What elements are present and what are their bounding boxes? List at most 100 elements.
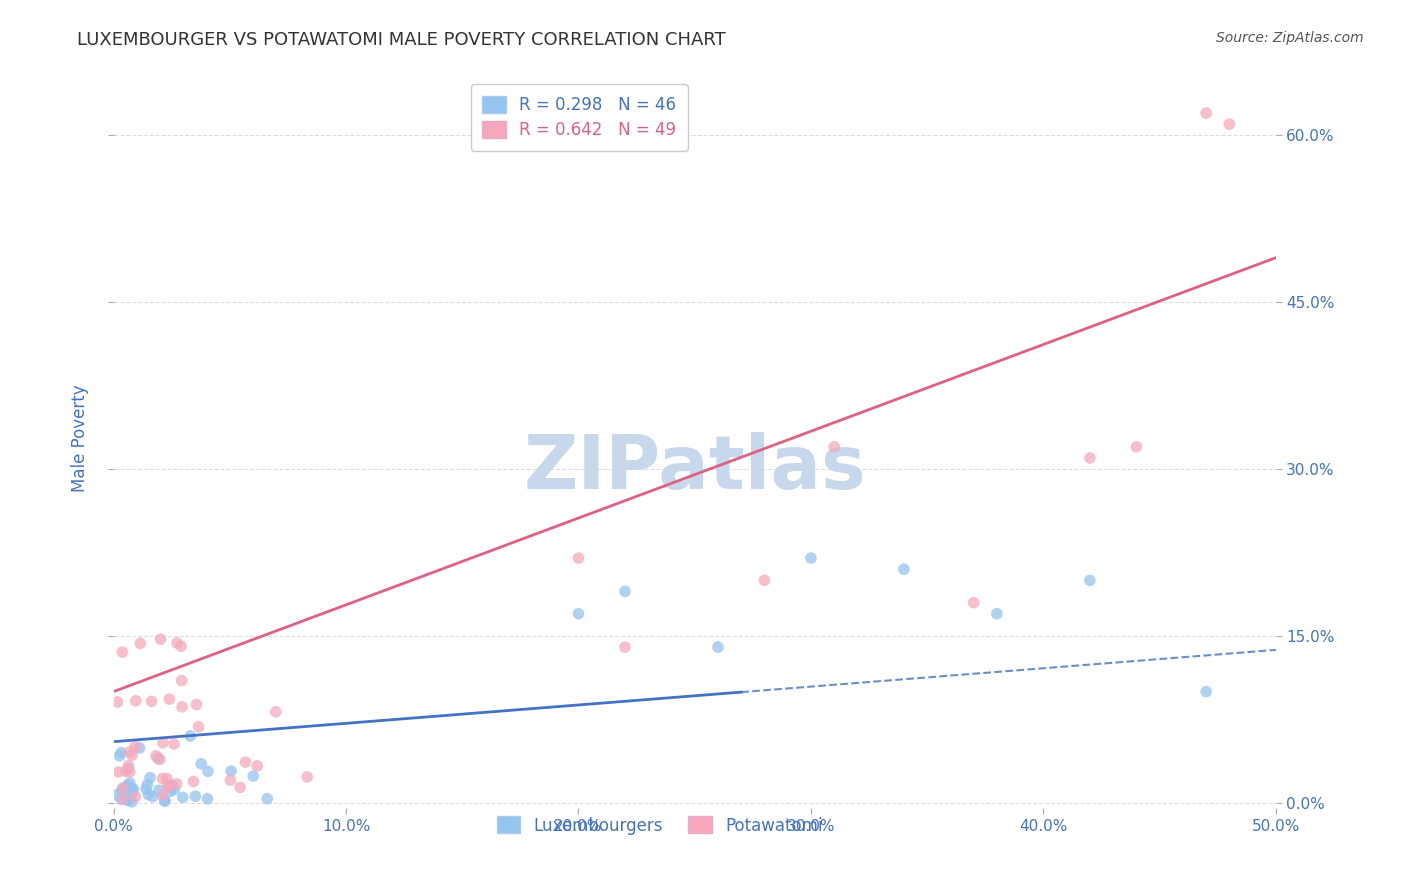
- Point: [183, 774, 205, 789]
- Point: [186, 698, 208, 712]
- Point: [129, 636, 152, 650]
- Point: [111, 645, 134, 659]
- Point: [170, 699, 193, 714]
- Point: [170, 673, 193, 688]
- Point: [219, 764, 242, 778]
- Point: [190, 756, 212, 771]
- Point: [229, 780, 252, 795]
- Point: [110, 746, 132, 760]
- Point: [162, 778, 184, 792]
- Point: [141, 694, 163, 708]
- Text: LUXEMBOURGER VS POTAWATOMI MALE POVERTY CORRELATION CHART: LUXEMBOURGER VS POTAWATOMI MALE POVERTY …: [77, 31, 725, 49]
- Point: [613, 640, 636, 654]
- Point: [117, 778, 139, 792]
- Point: [172, 790, 194, 805]
- Point: [148, 783, 170, 797]
- Point: [163, 782, 186, 797]
- Point: [1125, 440, 1147, 454]
- Point: [1218, 117, 1240, 131]
- Point: [179, 729, 201, 743]
- Point: [118, 745, 141, 759]
- Point: [986, 607, 1008, 621]
- Point: [197, 792, 219, 806]
- Point: [157, 692, 180, 706]
- Point: [707, 640, 730, 654]
- Point: [139, 771, 162, 785]
- Point: [153, 794, 176, 808]
- Point: [1078, 450, 1101, 465]
- Point: [219, 773, 242, 788]
- Point: [110, 792, 132, 806]
- Point: [111, 783, 134, 797]
- Point: [800, 551, 823, 566]
- Point: [122, 781, 145, 796]
- Point: [197, 764, 219, 779]
- Point: [567, 607, 589, 621]
- Point: [124, 739, 146, 754]
- Point: [246, 759, 269, 773]
- Point: [125, 694, 148, 708]
- Point: [170, 639, 193, 653]
- Point: [187, 720, 209, 734]
- Text: ZIPatlas: ZIPatlas: [523, 432, 866, 505]
- Point: [105, 788, 128, 802]
- Point: [156, 780, 179, 794]
- Point: [235, 755, 257, 769]
- Point: [117, 793, 139, 807]
- Text: Source: ZipAtlas.com: Source: ZipAtlas.com: [1216, 31, 1364, 45]
- Point: [111, 783, 134, 797]
- Point: [264, 705, 287, 719]
- Point: [962, 596, 984, 610]
- Point: [1078, 574, 1101, 588]
- Point: [121, 795, 143, 809]
- Point: [613, 584, 636, 599]
- Point: [295, 770, 318, 784]
- Point: [146, 751, 169, 765]
- Point: [152, 772, 174, 786]
- Point: [107, 695, 129, 709]
- Point: [567, 551, 589, 566]
- Point: [149, 632, 172, 647]
- Point: [124, 789, 146, 804]
- Point: [166, 777, 188, 791]
- Point: [142, 789, 165, 804]
- Point: [163, 737, 186, 751]
- Point: [242, 769, 264, 783]
- Point: [893, 562, 915, 576]
- Point: [121, 748, 143, 763]
- Legend: Luxembourgers, Potawatomi: Luxembourgers, Potawatomi: [486, 806, 832, 845]
- Point: [159, 784, 181, 798]
- Point: [1195, 684, 1218, 698]
- Point: [128, 740, 150, 755]
- Point: [111, 780, 134, 795]
- Point: [115, 764, 138, 779]
- Point: [111, 792, 134, 806]
- Point: [115, 780, 138, 794]
- Y-axis label: Male Poverty: Male Poverty: [72, 384, 89, 492]
- Point: [145, 748, 167, 763]
- Point: [157, 779, 180, 793]
- Point: [121, 782, 143, 797]
- Point: [156, 772, 179, 786]
- Point: [152, 736, 174, 750]
- Point: [121, 786, 143, 800]
- Point: [115, 793, 138, 807]
- Point: [138, 788, 160, 802]
- Point: [118, 765, 141, 780]
- Point: [136, 778, 159, 792]
- Point: [135, 782, 157, 797]
- Point: [117, 758, 139, 772]
- Point: [754, 574, 776, 588]
- Point: [256, 791, 278, 805]
- Point: [117, 761, 139, 775]
- Point: [108, 748, 131, 763]
- Point: [184, 789, 207, 804]
- Point: [152, 788, 174, 802]
- Point: [166, 636, 188, 650]
- Point: [118, 776, 141, 790]
- Point: [823, 440, 845, 454]
- Point: [149, 752, 172, 766]
- Point: [107, 764, 129, 779]
- Point: [153, 793, 176, 807]
- Point: [1195, 106, 1218, 120]
